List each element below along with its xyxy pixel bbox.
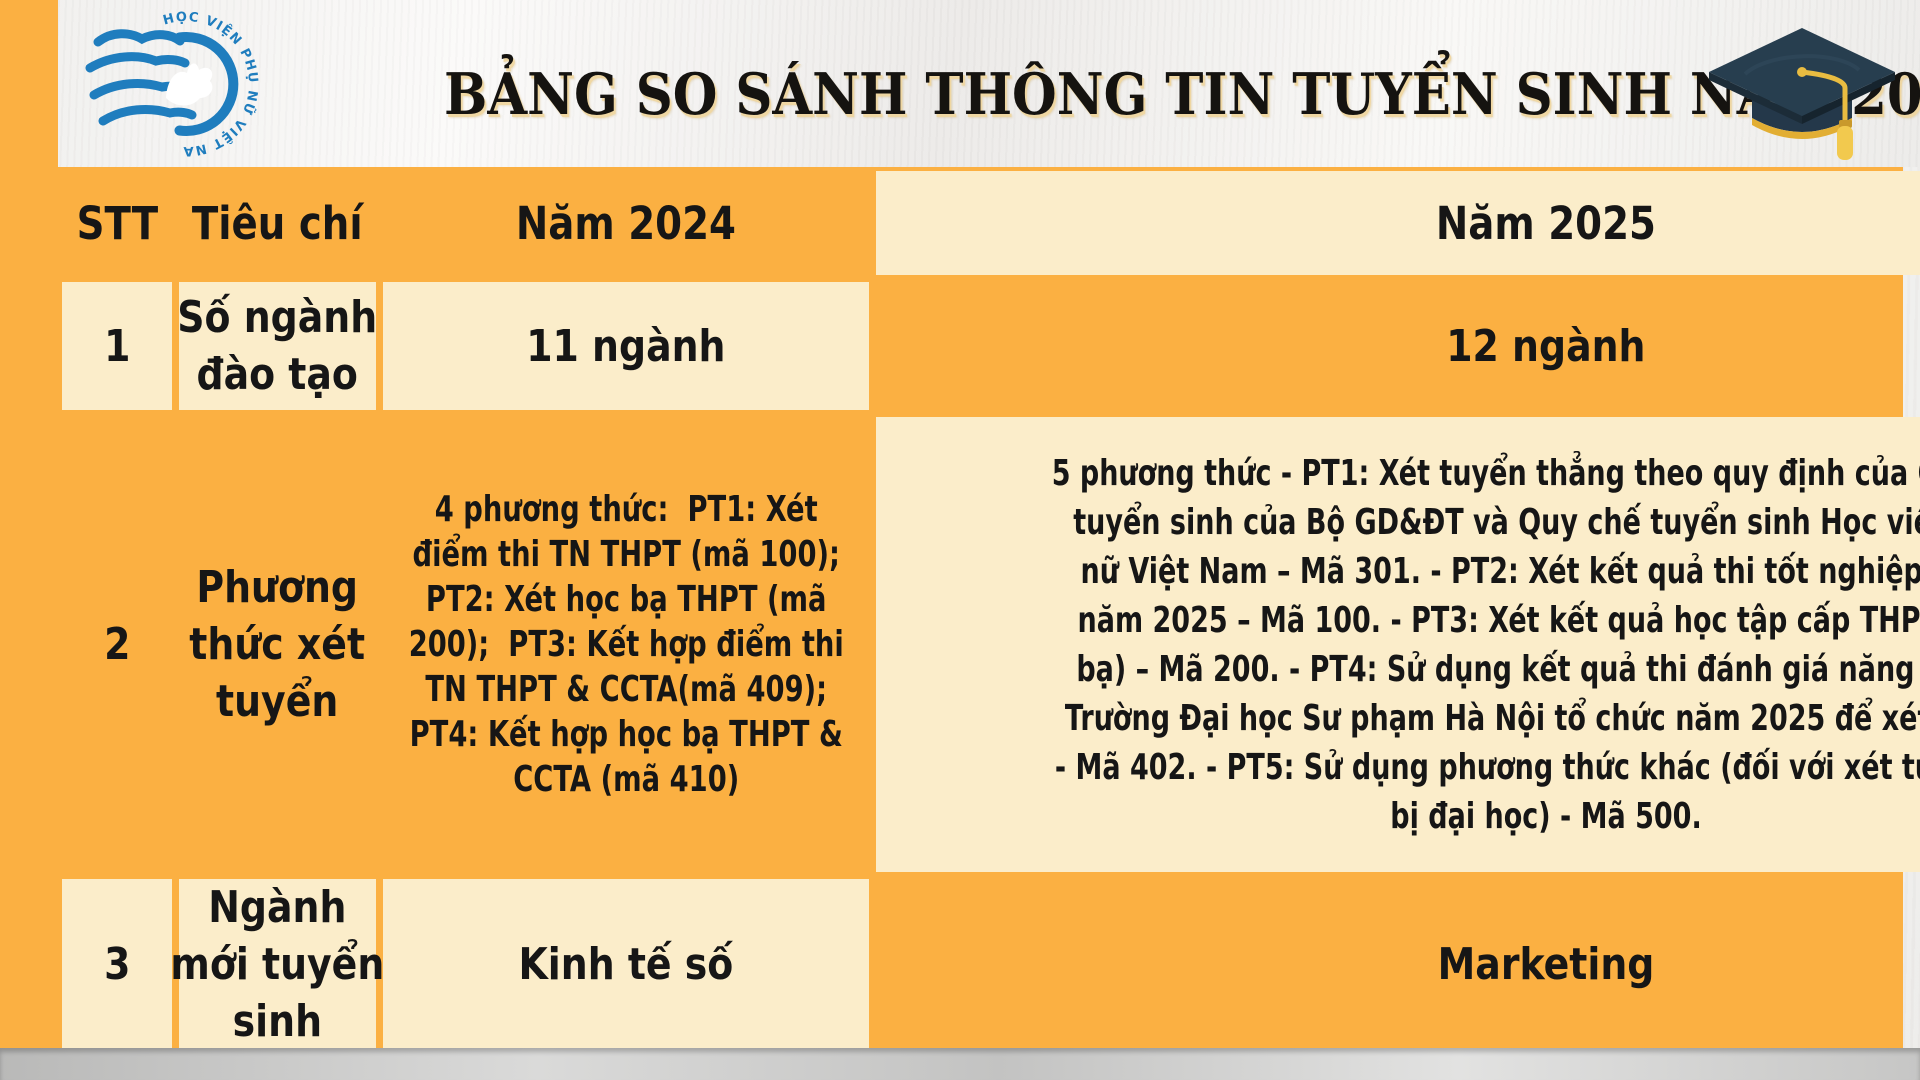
header-cell-nam-2025: Năm 2025: [876, 171, 1920, 275]
row3-cell-stt: 3: [62, 879, 172, 1050]
logo-waves: [85, 29, 239, 136]
graduation-cap-icon: [1709, 28, 1895, 160]
header-banner: BẢNG SO SÁNH THÔNG TIN TUYỂN SINH NĂM 20…: [58, 0, 1920, 167]
row1-cell-tieu-chi: Số ngành đào tạo: [178, 282, 377, 410]
comparison-table: STT Tiêu chí Năm 2024 Năm 2025 1 Số ngàn…: [58, 167, 1920, 1050]
row2-cell-tieu-chi: Phương thức xét tuyển: [189, 562, 366, 727]
row3-cell-tieu-chi: Ngành mới tuyển sinh: [171, 879, 384, 1050]
row2-cell-nam-2025: 5 phương thức - PT1: Xét tuyển thẳng the…: [876, 417, 1920, 872]
row3-cell-nam-2024: Kinh tế số: [383, 879, 869, 1050]
row1-cell-stt: 1: [62, 282, 172, 410]
header-cell-tieu-chi: Tiêu chí: [192, 196, 363, 250]
header-cell-stt: STT: [76, 196, 158, 250]
dove-icon: [166, 63, 213, 106]
bottom-strip: [0, 1048, 1920, 1080]
row3-cell-nam-2025: Marketing: [1437, 939, 1655, 990]
row1-cell-nam-2025: 12 ngành: [1446, 320, 1646, 372]
row2-cell-stt: 2: [103, 619, 131, 670]
row2-cell-nam-2024: 4 phương thức: PT1: Xét điểm thi TN THPT…: [408, 489, 844, 800]
academy-logo-icon: HỌC VIỆN PHỤ NỮ VIỆT NAM: [70, 8, 259, 158]
header-cell-nam-2024: Năm 2024: [515, 196, 736, 250]
page-title: BẢNG SO SÁNH THÔNG TIN TUYỂN SINH NĂM 20…: [444, 61, 1920, 128]
row1-cell-nam-2024: 11 ngành: [383, 282, 869, 410]
